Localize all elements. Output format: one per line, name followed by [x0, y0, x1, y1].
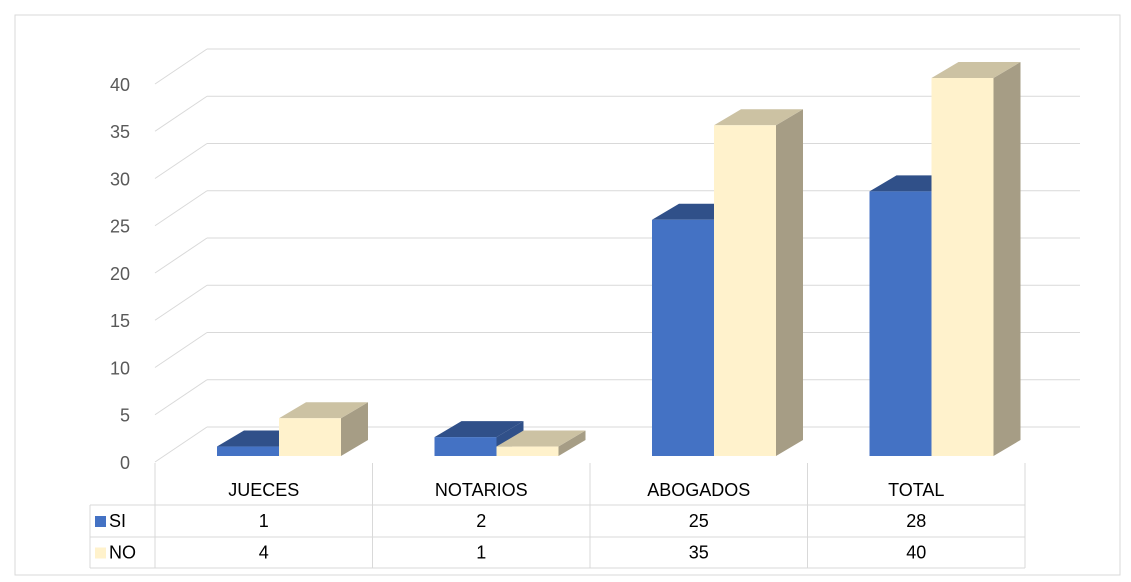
data-label: 28 [906, 511, 926, 531]
grid-line [154, 143, 208, 179]
grid-line [154, 237, 208, 274]
legend-label: SI [109, 511, 126, 531]
grid-line [154, 48, 208, 85]
x-tick-label: JUECES [228, 480, 299, 500]
data-label: 25 [689, 511, 709, 531]
x-tick-label: TOTAL [888, 480, 944, 500]
bar [714, 125, 776, 456]
bar [217, 446, 279, 456]
grid-line [154, 379, 208, 416]
grid-line [154, 284, 208, 321]
bar-top [434, 421, 524, 438]
y-tick-label: 20 [110, 264, 130, 284]
grid-line [154, 95, 208, 132]
grid-line [154, 426, 208, 463]
bar [496, 446, 559, 456]
bar [279, 418, 341, 456]
bar-side [776, 109, 803, 456]
y-tick-label: 10 [110, 358, 130, 378]
bar-top [496, 430, 586, 447]
y-tick-label: 0 [120, 453, 130, 473]
x-tick-label: ABOGADOS [647, 480, 750, 500]
y-tick-label: 15 [110, 311, 130, 331]
y-tick-label: 30 [110, 169, 130, 189]
data-label: 4 [259, 542, 269, 562]
bar-side [993, 62, 1021, 456]
legend-key [95, 516, 106, 527]
data-label: 35 [689, 542, 709, 562]
bar-side [558, 430, 586, 456]
legend-key [95, 547, 106, 559]
y-tick-label: 35 [110, 122, 130, 142]
y-tick-label: 25 [110, 217, 130, 237]
bar-side [341, 402, 368, 456]
bar-top [279, 402, 368, 419]
data-label: 1 [476, 542, 486, 562]
y-tick-label: 5 [120, 406, 130, 426]
y-tick-label: 40 [110, 75, 130, 95]
bar-top [714, 109, 803, 126]
bar [434, 437, 497, 456]
bar [652, 219, 714, 456]
data-label: 40 [906, 542, 926, 562]
data-label: 2 [476, 511, 486, 531]
bar-top [931, 62, 1021, 78]
x-tick-label: NOTARIOS [435, 480, 528, 500]
bar [869, 191, 932, 456]
data-label: 1 [259, 511, 269, 531]
grid-line [154, 190, 208, 227]
bar [931, 78, 994, 456]
grid-line [154, 332, 208, 368]
legend-label: NO [109, 542, 136, 562]
